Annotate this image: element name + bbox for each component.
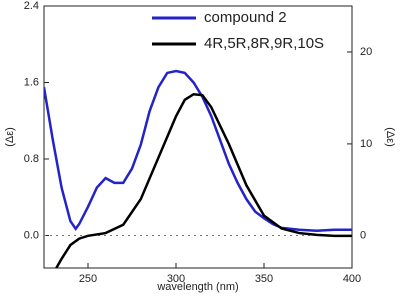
legend-label: compound 2 — [204, 9, 287, 26]
x-axis-label: wavelength (nm) — [156, 281, 238, 293]
plot-lines — [44, 69, 352, 268]
plot-frame — [43, 5, 353, 269]
x-tick-label: 250 — [79, 273, 97, 285]
y-tick-label: 1.6 — [24, 76, 39, 88]
y-tick-label: 2.4 — [24, 0, 39, 12]
x-tick-label: 350 — [255, 273, 273, 285]
y2-tick-label: 0 — [360, 230, 366, 242]
y-axis-label: (Δε) — [4, 127, 16, 147]
x-tick-label: 300 — [167, 273, 185, 285]
y-tick-label: 0.0 — [24, 229, 39, 241]
legend-label: 4R,5R,8R,9R,10S — [204, 35, 324, 52]
x-tick-label: 400 — [343, 273, 361, 285]
y2-axis-label: (Δε) — [384, 127, 396, 147]
y2-tick-label: 20 — [360, 46, 372, 58]
y-tick-label: 0.8 — [24, 153, 39, 165]
series-line — [55, 92, 352, 268]
series-line — [44, 69, 352, 232]
y2-tick-label: 10 — [360, 138, 372, 150]
